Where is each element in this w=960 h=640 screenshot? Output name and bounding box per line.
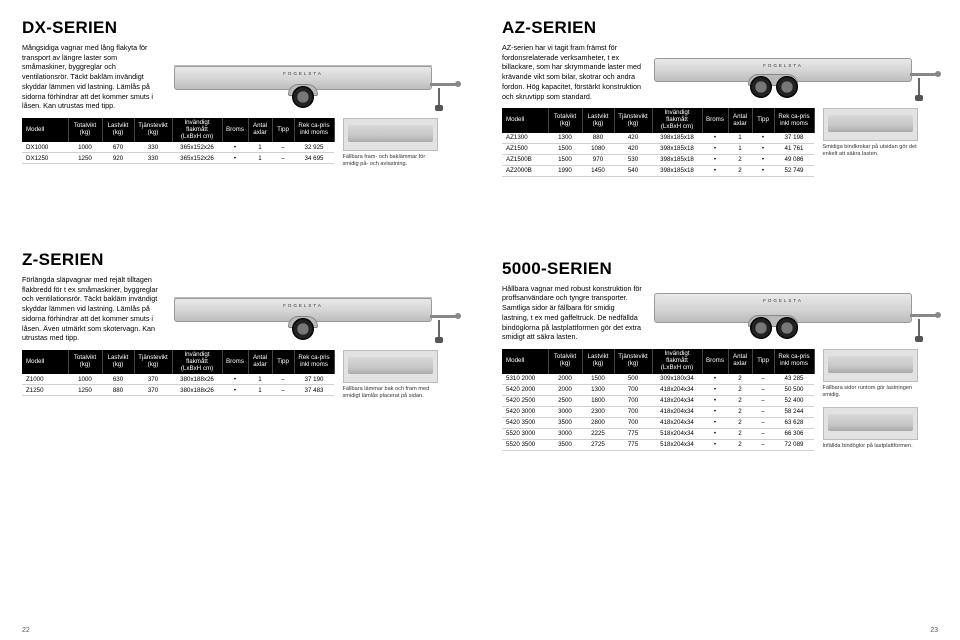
z-table: ModellTotalvikt (kg)Lastvikt (kg)Tjänste… bbox=[22, 350, 335, 396]
dx-desc: Mångsidiga vagnar med lång flakyta för t… bbox=[22, 43, 162, 111]
z-side-image bbox=[343, 350, 438, 383]
table-row: DX10001000670330365x152x26132 925 bbox=[22, 142, 334, 153]
az-title: AZ-SERIEN bbox=[502, 18, 642, 38]
s5000-table: ModellTotalvikt (kg)Lastvikt (kg)Tjänste… bbox=[502, 349, 815, 450]
table-row: 5520 350035002725775518x204x34272 089 bbox=[502, 439, 814, 450]
table-row: 5420 200020001300700418x204x34250 500 bbox=[502, 384, 814, 395]
az-table: ModellTotalvikt (kg)Lastvikt (kg)Tjänste… bbox=[502, 108, 815, 176]
s5000-side-caption-2: Infällda bindöglor på lastplattformen. bbox=[823, 443, 918, 450]
table-row: 5420 300030002300700418x204x34258 244 bbox=[502, 406, 814, 417]
table-row: DX12501250920330365x152x26134 695 bbox=[22, 153, 334, 164]
page-number-right: 23 bbox=[930, 627, 938, 634]
z-desc: Förlängda släpvagnar med rejält tilltage… bbox=[22, 275, 162, 343]
page-number-left: 22 bbox=[22, 627, 30, 634]
table-row: AZ13001300880420398x185x18137 198 bbox=[502, 133, 814, 144]
brand-label: FOGELSTA bbox=[283, 71, 323, 76]
table-row: 5420 350035002800700418x204x34263 628 bbox=[502, 417, 814, 428]
z-title: Z-SERIEN bbox=[22, 250, 162, 270]
z-trailer-image: FOGELSTA bbox=[168, 266, 458, 344]
az-side-image bbox=[823, 108, 918, 141]
az-desc: AZ-serien har vi tagit fram främst för f… bbox=[502, 43, 642, 101]
dx-table: ModellTotalvikt (kg)Lastvikt (kg)Tjänste… bbox=[22, 118, 335, 164]
s5000-side-image-1 bbox=[823, 349, 918, 382]
az-trailer-image: FOGELSTA bbox=[648, 24, 938, 102]
table-row: AZ1500B1500970530398x185x18249 086 bbox=[502, 154, 814, 165]
s5000-side-image-2 bbox=[823, 407, 918, 440]
table-row: 5420 250025001800700418x204x34252 400 bbox=[502, 395, 814, 406]
dx-side-image bbox=[343, 118, 438, 151]
s5000-desc: Hållbara vagnar med robust konstruktion … bbox=[502, 284, 642, 342]
dx-side-caption: Fällbara fram- och baklämmar för smidig … bbox=[343, 154, 438, 168]
dx-trailer-image: FOGELSTA bbox=[168, 34, 458, 112]
s5000-trailer-image: FOGELSTA bbox=[648, 265, 938, 343]
z-side-caption: Fällbara lämmar bak och fram med smidigt… bbox=[343, 386, 438, 400]
table-row: AZ150015001080420398x185x18141 761 bbox=[502, 143, 814, 154]
table-row: 5520 300030002225775518x204x34266 306 bbox=[502, 428, 814, 439]
s5000-side-caption-1: Fällbara sidor runtom gör lastningen smi… bbox=[823, 385, 918, 399]
table-row: 5310 200020001500500309x180x34243 285 bbox=[502, 374, 814, 385]
az-side-caption: Smidiga bindkrokar på utsidan gör det en… bbox=[823, 144, 918, 158]
s5000-title: 5000-SERIEN bbox=[502, 259, 642, 279]
table-row: Z10001000630370380x188x26137 190 bbox=[22, 374, 334, 385]
table-row: Z12501250880370380x188x26137 483 bbox=[22, 385, 334, 396]
dx-title: DX-SERIEN bbox=[22, 18, 162, 38]
table-row: AZ2000B19901450540398x185x18252 749 bbox=[502, 165, 814, 176]
